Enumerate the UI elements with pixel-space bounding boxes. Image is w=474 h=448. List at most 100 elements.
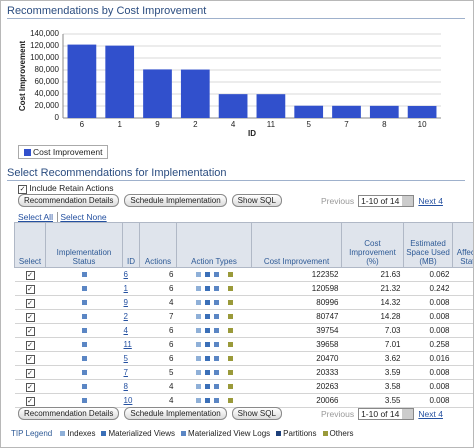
value-cell: 80747	[251, 309, 342, 324]
y-tick-label: 140,000	[30, 29, 59, 38]
value-cell: 20470	[251, 351, 342, 366]
status-cell	[45, 365, 123, 380]
value-cell: 122352	[251, 267, 342, 282]
status-cell	[45, 393, 123, 408]
tip-legend: TIP Legend Indexes Materialized Views Mate…	[11, 429, 354, 438]
status-cell	[45, 351, 123, 366]
status-cell	[45, 281, 123, 296]
id-link[interactable]: 6	[123, 270, 128, 279]
column-header: Cost Improvement	[251, 222, 342, 268]
value-cell: 7.03	[341, 323, 404, 338]
button[interactable]: Recommendation Details	[18, 407, 120, 420]
range-select[interactable]: 1-10 of 14	[358, 195, 415, 207]
button[interactable]: Schedule Implementation	[124, 407, 227, 420]
range-select[interactable]: 1-10 of 14	[358, 408, 415, 420]
checkbox[interactable]: ✓	[25, 284, 35, 294]
action-type-icon	[204, 398, 210, 403]
id-link[interactable]: 7	[123, 368, 128, 377]
y-tick-label: 20,000	[35, 101, 60, 110]
checkbox[interactable]: ✓	[18, 185, 27, 194]
legend-swatch	[24, 149, 31, 157]
value-cell: 3	[452, 309, 473, 324]
status-icon	[81, 370, 87, 375]
select-all[interactable]: Select All	[18, 212, 53, 222]
value-cell: 1	[452, 365, 473, 380]
y-axis-label: Cost Improvement	[18, 41, 27, 112]
action-type-icon	[195, 398, 201, 403]
legend-item: Others	[329, 429, 354, 438]
value-cell: 0.242	[403, 281, 453, 296]
legend-item: Indexes	[67, 429, 96, 438]
value-cell: 0.008	[403, 393, 453, 408]
action-type-icon	[195, 300, 201, 305]
status-icon	[81, 384, 87, 389]
legend-icon	[276, 431, 282, 436]
action-type-icon	[204, 300, 210, 305]
value-cell: 0.008	[403, 323, 453, 338]
x-tick-label: 11	[267, 120, 276, 129]
next[interactable]: Next 4	[418, 409, 443, 419]
button[interactable]: Show SQL	[231, 407, 282, 420]
checkbox[interactable]: ✓	[25, 382, 35, 392]
status-icon	[81, 300, 87, 305]
value-cell: 0.008	[403, 309, 453, 324]
legend-label: Cost Improvement	[33, 147, 103, 157]
id-link[interactable]: 2	[123, 312, 128, 321]
status-cell	[45, 379, 123, 394]
select-none[interactable]: Select None	[60, 212, 107, 222]
value-cell: 3.58	[341, 379, 404, 394]
x-tick-label: 8	[382, 120, 387, 129]
button[interactable]: Show SQL	[231, 194, 282, 207]
section-title: Recommendations by Cost Improvement	[7, 5, 465, 19]
actions-cell: 5	[139, 365, 177, 380]
checkbox[interactable]: ✓	[25, 312, 35, 322]
select-cell: ✓	[14, 267, 46, 282]
legend-icon	[101, 431, 107, 436]
value-cell: 4	[452, 281, 473, 296]
checkbox[interactable]: ✓	[25, 298, 35, 308]
bar	[105, 45, 135, 118]
action-type-icon	[213, 328, 219, 333]
value-cell: 80996	[251, 295, 342, 310]
checkbox[interactable]: ✓	[25, 396, 35, 406]
id-link[interactable]: 4	[123, 326, 128, 335]
id-link[interactable]: 10	[123, 396, 133, 405]
retain-option[interactable]: ✓ Include Retain Actions	[18, 183, 113, 194]
checkbox[interactable]: ✓	[25, 354, 35, 364]
legend: Cost Improvement	[18, 145, 109, 159]
action-types-cell	[176, 393, 252, 408]
id-cell: 7	[122, 365, 140, 380]
status-icon	[81, 342, 87, 347]
value-cell: 1	[452, 323, 473, 338]
button-bar: Recommendation Details Schedule Implement…	[18, 407, 443, 420]
x-tick-label: 7	[344, 120, 349, 129]
value-cell: 20333	[251, 365, 342, 380]
bar	[67, 44, 97, 118]
id-cell: 8	[122, 379, 140, 394]
id-link[interactable]: 8	[123, 382, 128, 391]
column-header: ID	[122, 222, 140, 268]
id-link[interactable]: 11	[123, 340, 132, 349]
checkbox[interactable]: ✓	[25, 340, 35, 350]
previous: Previous	[321, 409, 355, 419]
next[interactable]: Next 4	[418, 196, 443, 206]
action-type-icon	[227, 384, 233, 389]
value-cell: 21.32	[341, 281, 404, 296]
id-link[interactable]: 9	[123, 298, 128, 307]
id-cell: 1	[122, 281, 140, 296]
checkbox[interactable]: ✓	[25, 368, 35, 378]
id-link[interactable]: 5	[123, 354, 128, 363]
button[interactable]: Recommendation Details	[18, 194, 120, 207]
checkbox[interactable]: ✓	[25, 270, 35, 280]
checkbox[interactable]: ✓	[25, 326, 35, 336]
value-cell: 0.008	[403, 379, 453, 394]
id-link[interactable]: 1	[123, 284, 128, 293]
id-cell: 4	[122, 323, 140, 338]
chart: 0 20,000 40,000 60,000 80,000 100,000 120,000 1…	[18, 29, 441, 138]
button[interactable]: Schedule Implementation	[124, 194, 227, 207]
action-type-icon	[195, 356, 201, 361]
